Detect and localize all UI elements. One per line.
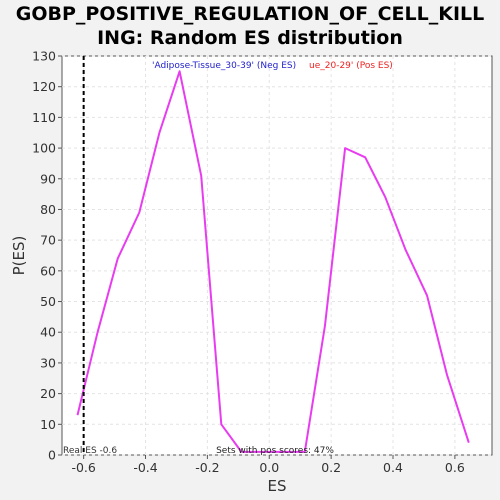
x-tick-label: 0.0	[259, 460, 279, 475]
x-tick-label: 0.4	[383, 460, 403, 475]
y-tick-label: 80	[40, 202, 56, 217]
x-tick-label: -0.2	[195, 460, 219, 475]
y-tick-label: 20	[40, 386, 56, 401]
y-tick-label: 120	[32, 79, 56, 94]
y-tick-label: 30	[40, 355, 56, 370]
x-tick-label: -0.6	[71, 460, 95, 475]
y-tick-label: 100	[32, 141, 56, 156]
real-es-label: Real ES -0.6	[63, 446, 117, 456]
series-lines	[76, 70, 470, 453]
x-tick-label: 0.6	[445, 460, 465, 475]
legend: 'Adipose-Tissue_30-39' (Neg ES) ue_20-29'…	[152, 61, 393, 71]
plot-area	[61, 55, 493, 456]
real-es-marker: Real ES -0.6	[63, 56, 117, 456]
x-axis: -0.6 -0.4 -0.2 0.0 0.2 0.4 0.6	[71, 455, 465, 475]
y-tick-label: 110	[32, 110, 56, 125]
chart-title: GOBP_POSITIVE_REGULATION_OF_CELL_KILLING…	[16, 3, 485, 49]
y-tick-label: 50	[40, 294, 56, 309]
x-tick-label: 0.2	[321, 460, 341, 475]
x-tick-label: -0.4	[133, 460, 157, 475]
legend-entry-neg: 'Adipose-Tissue_30-39' (Neg ES)	[152, 61, 296, 71]
y-tick-label: 40	[40, 325, 56, 340]
y-tick-label: 10	[40, 417, 56, 432]
pos-scores-annotation: Sets with pos scores: 47%	[216, 446, 334, 456]
x-axis-label: ES	[268, 477, 287, 495]
y-tick-label: 70	[40, 233, 56, 248]
y-tick-label: 0	[48, 448, 56, 463]
chart-title-line: ING: Random ES distribution	[97, 27, 403, 49]
y-axis: 0 10 20 30 40 50 60 70 80 90 100 110 120 130	[32, 49, 62, 463]
y-tick-label: 60	[40, 263, 56, 278]
chart-title-line: GOBP_POSITIVE_REGULATION_OF_CELL_KILL	[16, 3, 485, 25]
legend-entry-pos: ue_20-29' (Pos ES)	[309, 61, 393, 71]
series-line-1	[241, 147, 470, 453]
series-line-0	[76, 70, 243, 453]
y-tick-label: 130	[32, 49, 56, 64]
y-tick-label: 90	[40, 171, 56, 186]
y-axis-label: P(ES)	[10, 236, 28, 276]
